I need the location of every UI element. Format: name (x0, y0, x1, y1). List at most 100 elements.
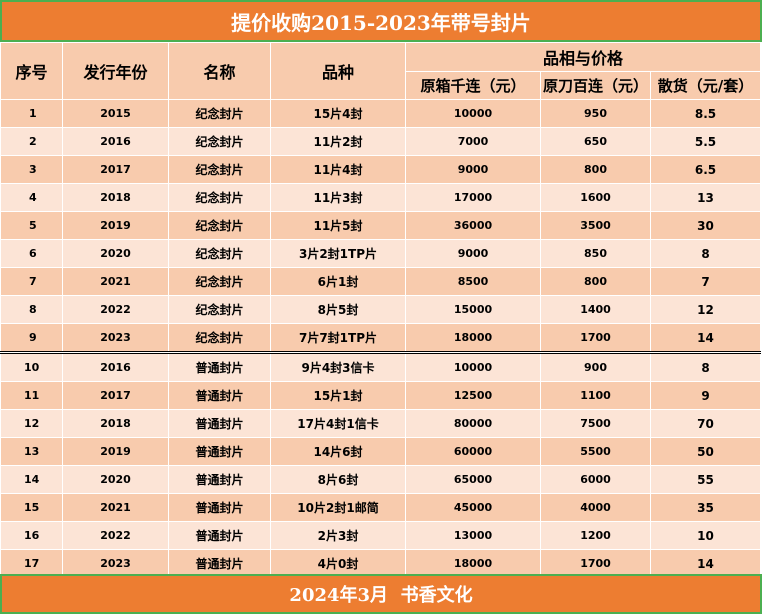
cell-knife-price[interactable]: 4000 (540, 493, 651, 522)
cell-knife-price[interactable]: 800 (540, 267, 651, 296)
cell-seq[interactable]: 13 (0, 437, 63, 466)
cell-variety[interactable]: 3片2封1TP片 (270, 239, 406, 268)
cell-variety[interactable]: 6片1封 (270, 267, 406, 296)
cell-year[interactable]: 2016 (62, 127, 169, 156)
cell-name[interactable]: 普通封片 (168, 465, 271, 494)
cell-box-price[interactable]: 65000 (405, 465, 541, 494)
cell-seq[interactable]: 12 (0, 409, 63, 438)
cell-knife-price[interactable]: 1700 (540, 323, 651, 353)
cell-variety[interactable]: 4片0封 (270, 549, 406, 578)
header-name[interactable]: 名称 (168, 42, 271, 100)
header-variety[interactable]: 品种 (270, 42, 406, 100)
cell-loose-price[interactable]: 14 (649, 323, 762, 353)
cell-knife-price[interactable]: 800 (540, 155, 651, 184)
cell-name[interactable]: 纪念封片 (168, 323, 271, 353)
cell-name[interactable]: 纪念封片 (168, 127, 271, 156)
cell-loose-price[interactable]: 12 (649, 295, 762, 324)
cell-seq[interactable]: 7 (0, 267, 63, 296)
cell-year[interactable]: 2018 (62, 409, 169, 438)
cell-seq[interactable]: 4 (0, 183, 63, 212)
cell-knife-price[interactable]: 850 (540, 239, 651, 268)
cell-variety[interactable]: 11片5封 (270, 211, 406, 240)
header-knife-price[interactable]: 原刀百连（元） (540, 71, 651, 100)
cell-knife-price[interactable]: 900 (540, 351, 651, 382)
header-year[interactable]: 发行年份 (62, 42, 169, 100)
cell-seq[interactable]: 8 (0, 295, 63, 324)
cell-knife-price[interactable]: 1400 (540, 295, 651, 324)
header-seq[interactable]: 序号 (0, 42, 63, 100)
cell-seq[interactable]: 17 (0, 549, 63, 578)
cell-name[interactable]: 纪念封片 (168, 183, 271, 212)
cell-name[interactable]: 普通封片 (168, 493, 271, 522)
cell-variety[interactable]: 7片7封1TP片 (270, 323, 406, 353)
cell-box-price[interactable]: 17000 (405, 183, 541, 212)
cell-box-price[interactable]: 80000 (405, 409, 541, 438)
cell-variety[interactable]: 17片4封1信卡 (270, 409, 406, 438)
cell-name[interactable]: 普通封片 (168, 351, 271, 382)
cell-seq[interactable]: 5 (0, 211, 63, 240)
cell-loose-price[interactable]: 7 (649, 267, 762, 296)
cell-name[interactable]: 普通封片 (168, 521, 271, 550)
cell-year[interactable]: 2016 (62, 351, 169, 382)
cell-variety[interactable]: 10片2封1邮简 (270, 493, 406, 522)
cell-name[interactable]: 纪念封片 (168, 295, 271, 324)
cell-seq[interactable]: 3 (0, 155, 63, 184)
cell-seq[interactable]: 15 (0, 493, 63, 522)
cell-loose-price[interactable]: 55 (649, 465, 762, 494)
cell-loose-price[interactable]: 70 (649, 409, 762, 438)
cell-loose-price[interactable]: 30 (649, 211, 762, 240)
cell-seq[interactable]: 14 (0, 465, 63, 494)
cell-loose-price[interactable]: 10 (649, 521, 762, 550)
cell-box-price[interactable]: 18000 (405, 323, 541, 353)
cell-variety[interactable]: 11片4封 (270, 155, 406, 184)
sheet-title[interactable]: 提价收购2015-2023年带号封片 (0, 0, 762, 42)
cell-box-price[interactable]: 36000 (405, 211, 541, 240)
cell-knife-price[interactable]: 3500 (540, 211, 651, 240)
cell-box-price[interactable]: 15000 (405, 295, 541, 324)
cell-knife-price[interactable]: 5500 (540, 437, 651, 466)
cell-year[interactable]: 2019 (62, 437, 169, 466)
cell-year[interactable]: 2017 (62, 381, 169, 410)
cell-variety[interactable]: 11片2封 (270, 127, 406, 156)
cell-loose-price[interactable]: 6.5 (649, 155, 762, 184)
cell-knife-price[interactable]: 1100 (540, 381, 651, 410)
cell-variety[interactable]: 2片3封 (270, 521, 406, 550)
cell-year[interactable]: 2021 (62, 493, 169, 522)
cell-seq[interactable]: 11 (0, 381, 63, 410)
cell-year[interactable]: 2018 (62, 183, 169, 212)
cell-box-price[interactable]: 18000 (405, 549, 541, 578)
cell-box-price[interactable]: 45000 (405, 493, 541, 522)
cell-box-price[interactable]: 13000 (405, 521, 541, 550)
cell-loose-price[interactable]: 35 (649, 493, 762, 522)
cell-box-price[interactable]: 12500 (405, 381, 541, 410)
cell-seq[interactable]: 10 (0, 351, 63, 382)
cell-knife-price[interactable]: 950 (540, 99, 651, 128)
sheet-footer[interactable]: 2024年3月 书香文化 (0, 574, 762, 614)
cell-year[interactable]: 2020 (62, 239, 169, 268)
header-group-condition-price[interactable]: 品相与价格 (404, 42, 762, 72)
cell-loose-price[interactable]: 50 (649, 437, 762, 466)
cell-seq[interactable]: 16 (0, 521, 63, 550)
cell-box-price[interactable]: 10000 (405, 351, 541, 382)
cell-seq[interactable]: 1 (0, 99, 63, 128)
cell-name[interactable]: 普通封片 (168, 409, 271, 438)
cell-seq[interactable]: 9 (0, 323, 63, 353)
cell-loose-price[interactable]: 8 (649, 239, 762, 268)
cell-variety[interactable]: 15片4封 (270, 99, 406, 128)
cell-loose-price[interactable]: 8.5 (649, 99, 762, 128)
cell-box-price[interactable]: 60000 (405, 437, 541, 466)
cell-knife-price[interactable]: 1600 (540, 183, 651, 212)
header-box-price[interactable]: 原箱千连（元） (405, 71, 541, 100)
cell-box-price[interactable]: 9000 (405, 239, 541, 268)
cell-box-price[interactable]: 9000 (405, 155, 541, 184)
cell-variety[interactable]: 11片3封 (270, 183, 406, 212)
cell-box-price[interactable]: 7000 (405, 127, 541, 156)
cell-loose-price[interactable]: 5.5 (649, 127, 762, 156)
cell-variety[interactable]: 8片5封 (270, 295, 406, 324)
cell-year[interactable]: 2022 (62, 295, 169, 324)
cell-year[interactable]: 2020 (62, 465, 169, 494)
cell-seq[interactable]: 2 (0, 127, 63, 156)
cell-year[interactable]: 2019 (62, 211, 169, 240)
cell-loose-price[interactable]: 14 (649, 549, 762, 578)
cell-variety[interactable]: 8片6封 (270, 465, 406, 494)
